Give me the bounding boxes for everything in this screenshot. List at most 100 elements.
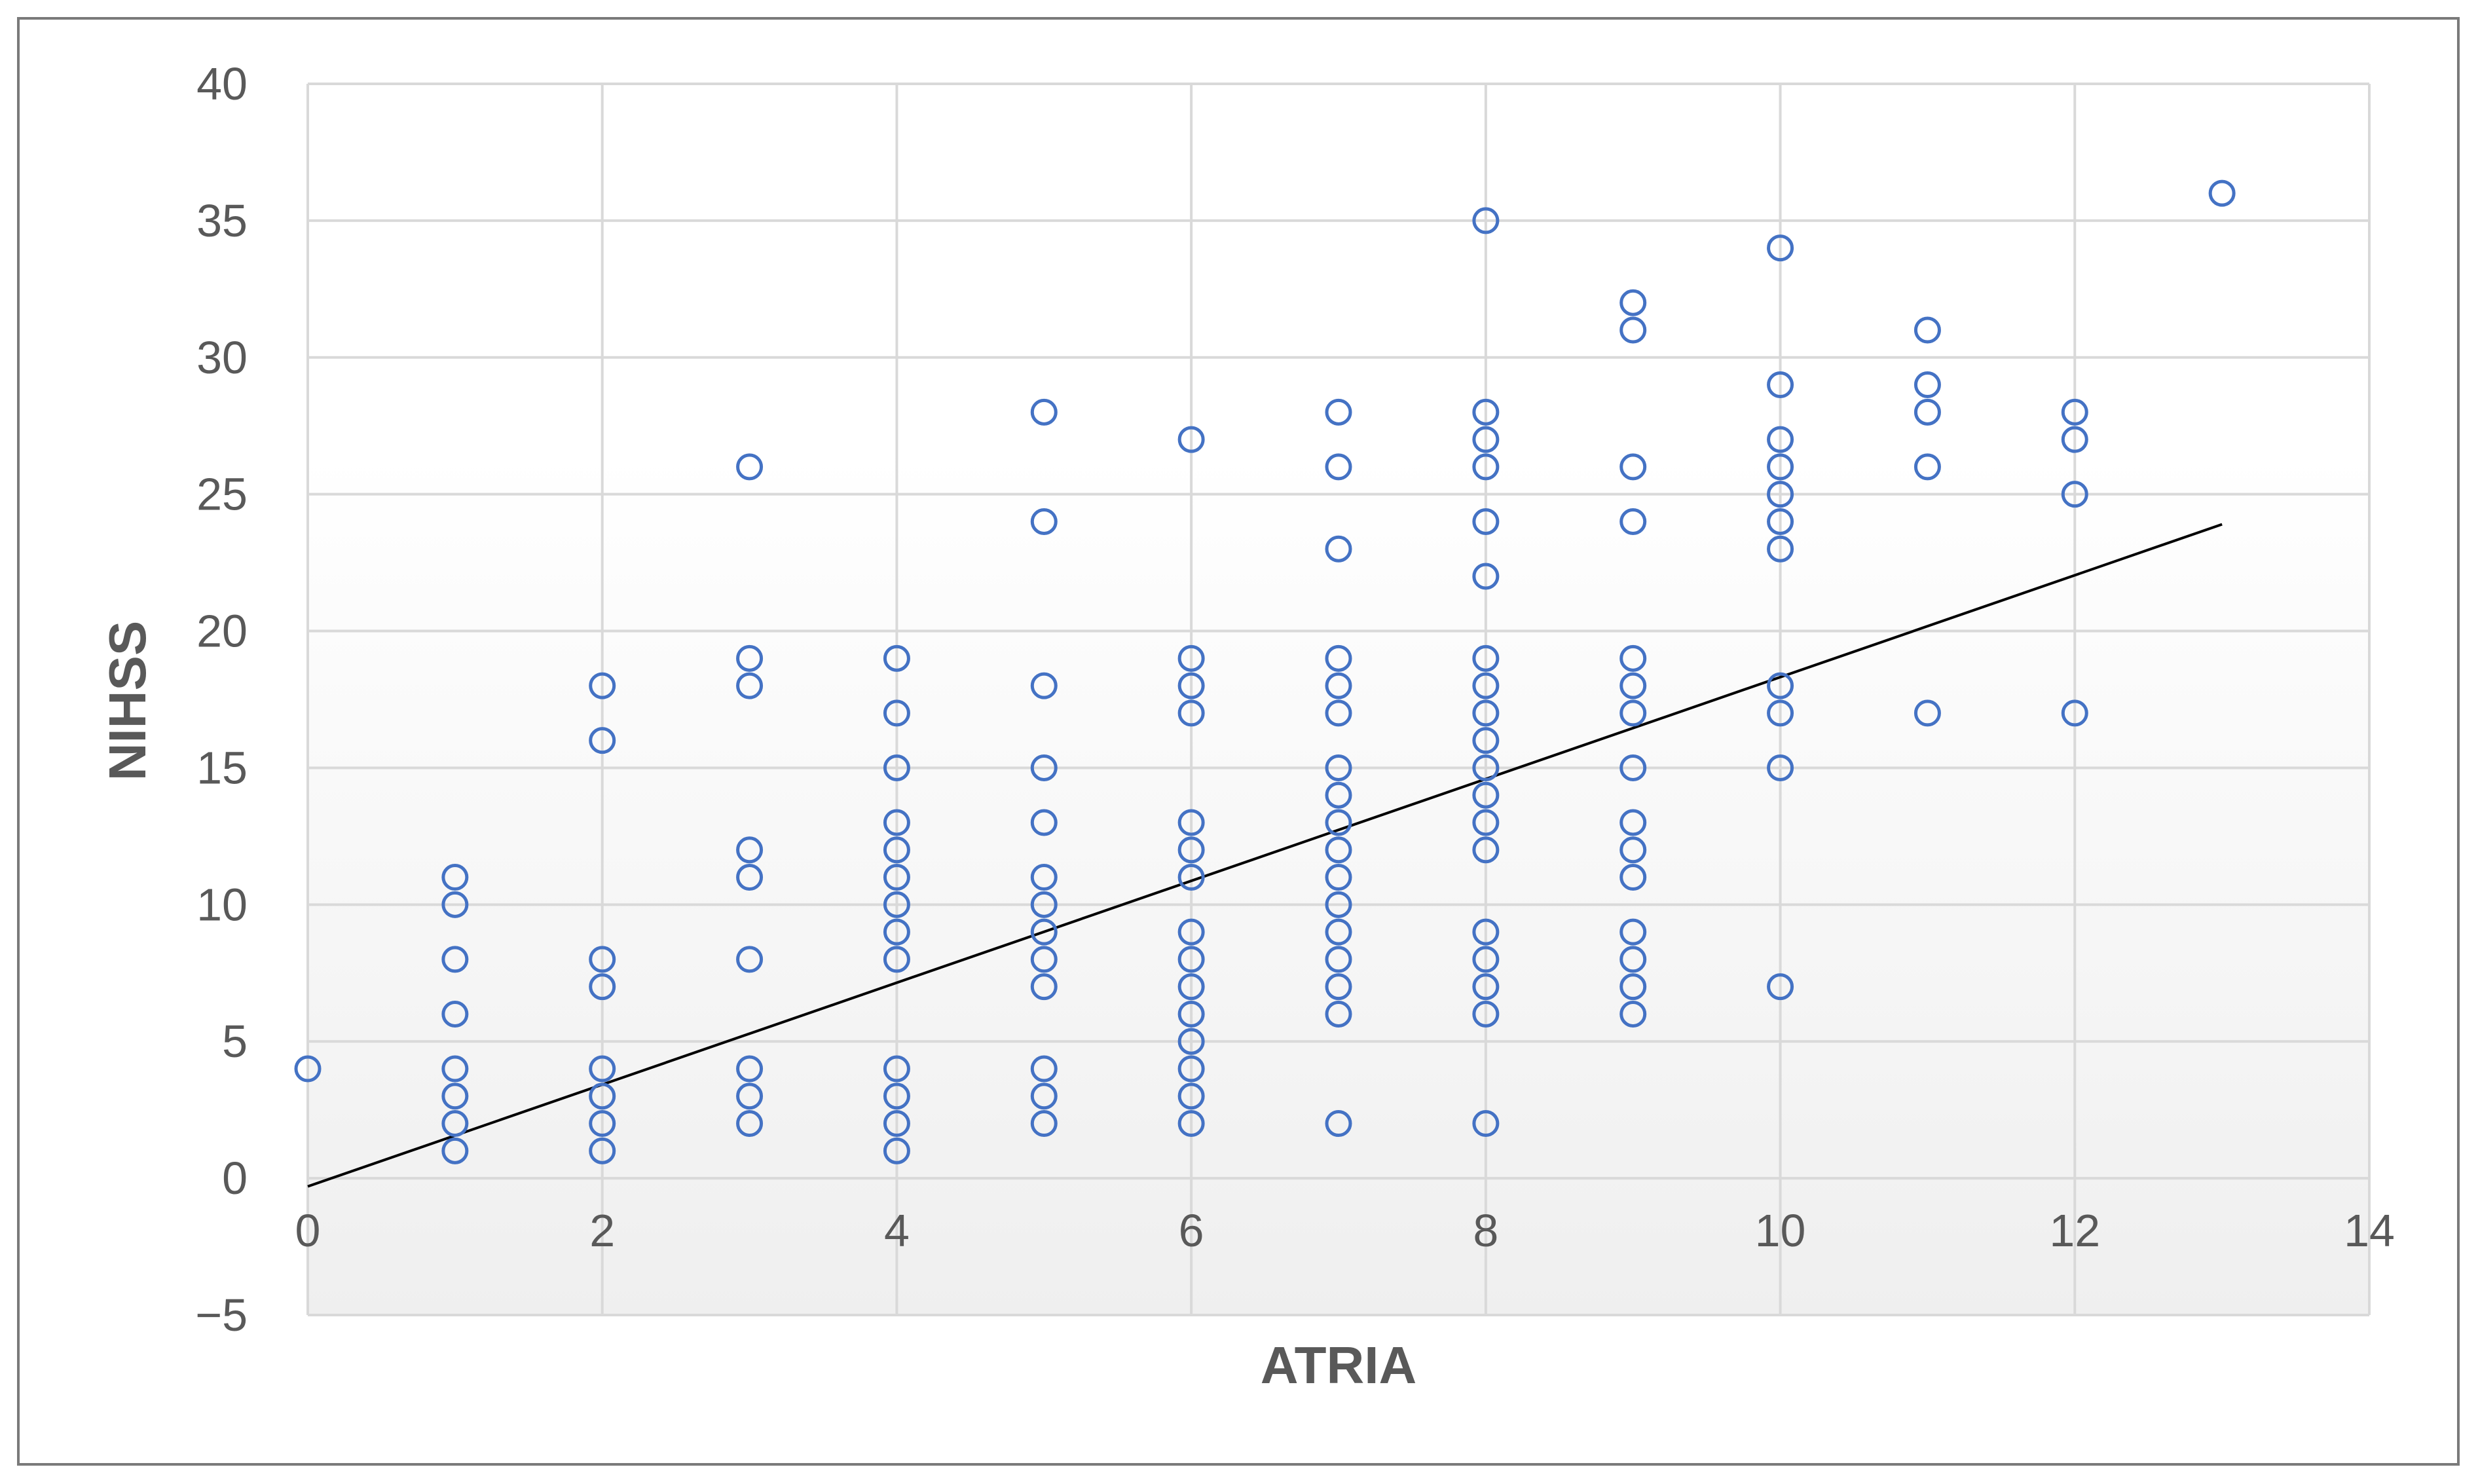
data-point: [1767, 754, 1794, 781]
y-tick-label: 35: [196, 195, 248, 246]
data-point: [1325, 1000, 1352, 1028]
data-point: [2061, 426, 2088, 453]
x-tick-label: 2: [589, 1205, 615, 1256]
data-point: [589, 946, 616, 973]
data-point: [1619, 918, 1647, 946]
data-point: [736, 644, 764, 672]
data-point: [1472, 426, 1500, 453]
data-point: [1177, 864, 1205, 891]
data-point: [1619, 289, 1647, 316]
data-point: [1177, 836, 1205, 864]
data-point: [1619, 453, 1647, 481]
data-point: [1030, 398, 1058, 426]
data-point: [1472, 699, 1500, 727]
data-point: [736, 864, 764, 891]
y-tick-label: 25: [196, 469, 248, 520]
data-point: [2061, 481, 2088, 508]
data-point: [1177, 1028, 1205, 1055]
data-point: [1619, 946, 1647, 973]
data-point: [1619, 644, 1647, 672]
y-tick-label: 5: [222, 1016, 248, 1067]
x-tick-label: 6: [1179, 1205, 1204, 1256]
data-point: [1177, 1055, 1205, 1083]
data-point: [1030, 973, 1058, 1001]
data-point: [1914, 398, 1941, 426]
data-point: [1914, 371, 1941, 399]
data-point: [883, 918, 910, 946]
data-point: [589, 1083, 616, 1110]
data-point: [1472, 809, 1500, 836]
data-point: [736, 672, 764, 699]
x-tick-labels: 0 2 4 6 8 10 12 14: [295, 1205, 2395, 1256]
y-tick-label: 10: [196, 879, 248, 930]
data-points: [294, 179, 2236, 1164]
data-point: [883, 946, 910, 973]
data-point: [1030, 1110, 1058, 1138]
x-tick-label: 12: [2049, 1205, 2100, 1256]
data-point: [1325, 781, 1352, 809]
data-point: [294, 1055, 322, 1083]
data-point: [441, 1055, 469, 1083]
data-point: [1030, 672, 1058, 699]
data-point: [1472, 398, 1500, 426]
data-point: [2061, 699, 2088, 727]
y-tick-label: 20: [196, 606, 248, 657]
data-point: [1914, 453, 1941, 481]
data-point: [1472, 207, 1500, 234]
data-point: [1914, 316, 1941, 344]
data-point: [736, 946, 764, 973]
data-point: [1472, 727, 1500, 754]
x-tick-label: 4: [884, 1205, 910, 1256]
data-point: [1325, 864, 1352, 891]
data-point: [883, 809, 910, 836]
data-point: [1767, 481, 1794, 508]
data-point: [1619, 699, 1647, 727]
data-point: [1325, 754, 1352, 781]
data-point: [1177, 1083, 1205, 1110]
data-point: [1619, 672, 1647, 699]
y-tick-label: 40: [196, 58, 248, 109]
x-tick-label: 8: [1473, 1205, 1498, 1256]
data-point: [1472, 973, 1500, 1001]
data-point: [1325, 535, 1352, 563]
data-point: [1177, 1110, 1205, 1138]
data-point: [1619, 809, 1647, 836]
data-point: [883, 644, 910, 672]
data-point: [1767, 453, 1794, 481]
data-point: [1325, 453, 1352, 481]
data-point: [883, 1083, 910, 1110]
data-point: [1325, 809, 1352, 836]
y-axis-title: NIHSS: [98, 621, 157, 781]
data-point: [1177, 973, 1205, 1001]
data-point: [1325, 1110, 1352, 1138]
data-point: [589, 1055, 616, 1083]
data-point: [883, 864, 910, 891]
data-point: [589, 1110, 616, 1138]
data-point: [736, 1083, 764, 1110]
data-point: [441, 1110, 469, 1138]
data-point: [441, 946, 469, 973]
data-point: [883, 699, 910, 727]
data-point: [2061, 398, 2088, 426]
data-point: [1472, 644, 1500, 672]
data-point: [1030, 864, 1058, 891]
data-point: [1177, 672, 1205, 699]
data-point: [1619, 1000, 1647, 1028]
data-point: [1177, 426, 1205, 453]
data-point: [883, 754, 910, 781]
data-point: [441, 864, 469, 891]
data-point: [1472, 508, 1500, 535]
data-point: [1767, 371, 1794, 399]
data-point: [1472, 672, 1500, 699]
data-point: [1325, 973, 1352, 1001]
data-point: [1619, 754, 1647, 781]
data-point: [1767, 973, 1794, 1001]
y-tick-label: 15: [196, 742, 248, 793]
data-point: [883, 1137, 910, 1164]
data-point: [1472, 1110, 1500, 1138]
x-tick-label: 0: [295, 1205, 321, 1256]
data-point: [1030, 891, 1058, 918]
data-point: [1030, 1055, 1058, 1083]
data-point: [2208, 179, 2236, 207]
